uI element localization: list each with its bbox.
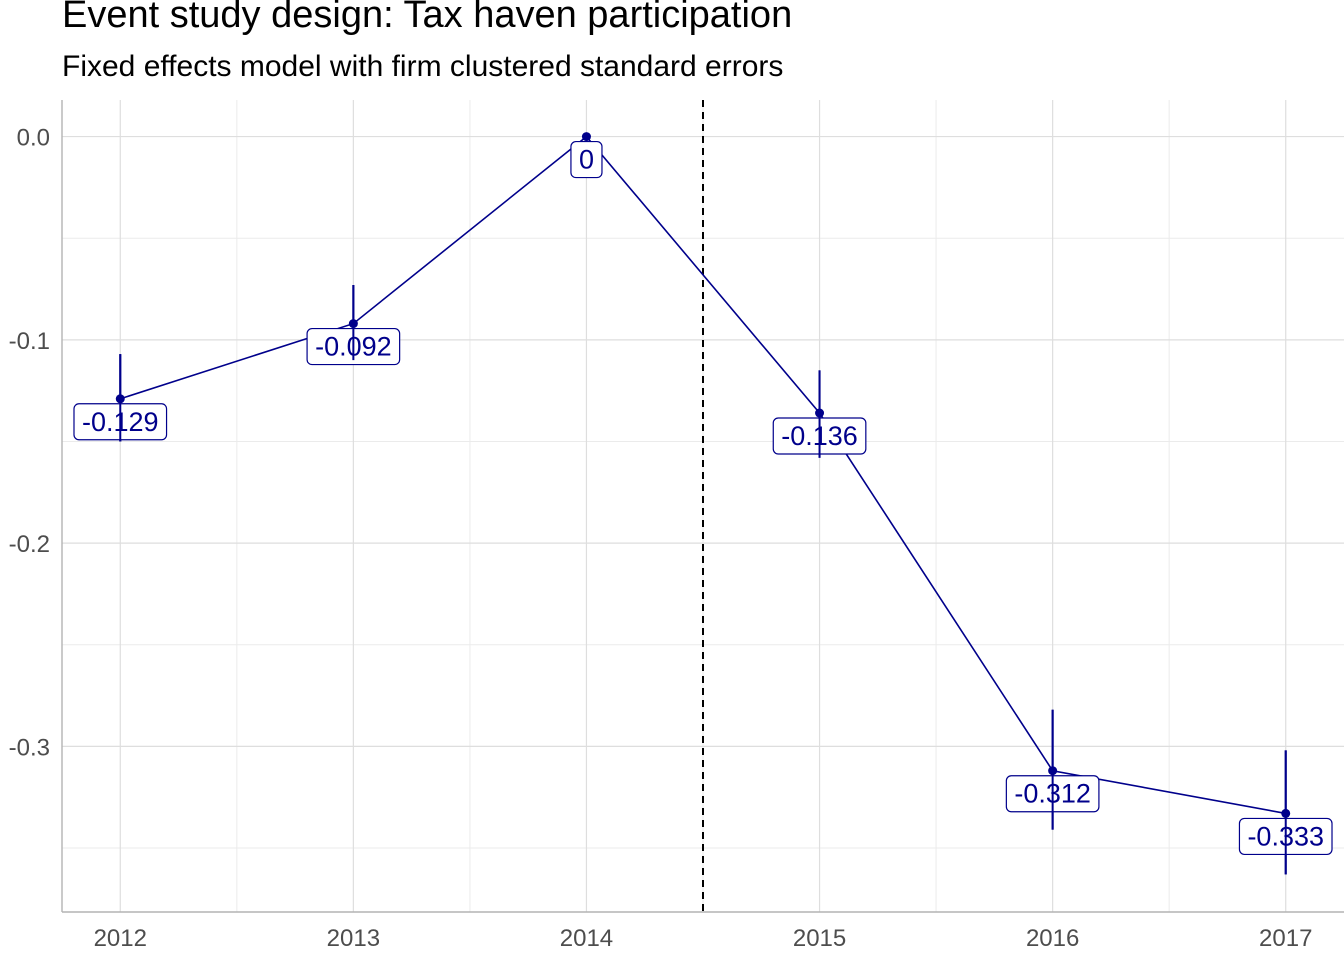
chart-subtitle: Fixed effects model with firm clustered … <box>62 50 784 83</box>
chart-title: Event study design: Tax haven participat… <box>62 0 793 36</box>
y-tick-label: -0.3 <box>9 734 50 761</box>
x-tick-label: 2016 <box>1026 925 1079 952</box>
data-label: 0 <box>579 145 594 175</box>
y-tick-label: -0.1 <box>9 328 50 355</box>
data-point <box>581 132 591 142</box>
x-tick-label: 2012 <box>94 925 147 952</box>
tick-labels: 2012 2013 2014 2015 2016 2017 0.0 -0.1 -0.2 -0.3 <box>9 125 1313 952</box>
x-tick-label: 2017 <box>1259 925 1312 952</box>
x-tick-label: 2013 <box>327 925 380 952</box>
x-tick-label: 2014 <box>560 925 613 952</box>
y-tick-label: -0.2 <box>9 531 50 558</box>
x-tick-label: 2015 <box>793 925 846 952</box>
axes <box>61 100 1344 913</box>
data-label-group: 0 <box>570 140 603 179</box>
y-tick-label: 0.0 <box>17 125 50 152</box>
data-label-box <box>570 140 603 179</box>
